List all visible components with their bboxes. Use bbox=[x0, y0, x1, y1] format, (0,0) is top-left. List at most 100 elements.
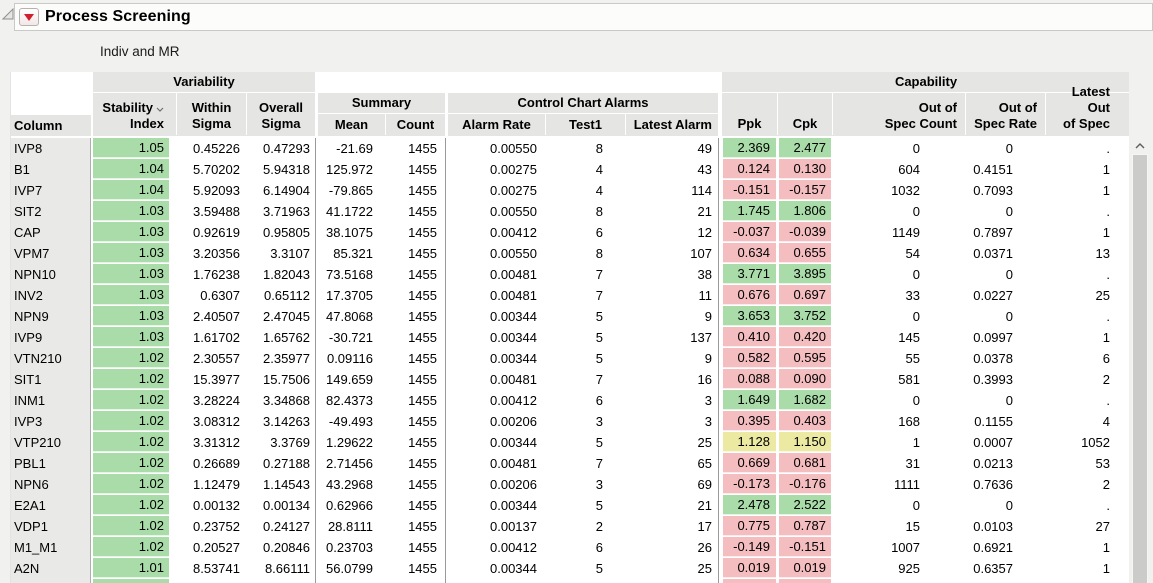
cell-count[interactable]: 1455 bbox=[385, 264, 445, 285]
cell-within[interactable]: 0.6307 bbox=[176, 285, 246, 306]
cell-stability[interactable]: 1.03 bbox=[93, 222, 176, 243]
cell-within[interactable] bbox=[176, 579, 246, 583]
cell-mean[interactable]: 43.2968 bbox=[318, 474, 385, 495]
cell-alarm_rate[interactable]: 0.00206 bbox=[448, 474, 545, 495]
cell-latest_alarm[interactable]: 25 bbox=[625, 432, 718, 453]
cell-cpk[interactable]: 0.595 bbox=[777, 348, 832, 369]
cell-count[interactable]: 1455 bbox=[385, 201, 445, 222]
cell-overall[interactable]: 15.7506 bbox=[246, 369, 315, 390]
row-label[interactable] bbox=[11, 579, 91, 583]
cell-test1[interactable]: 3 bbox=[545, 474, 625, 495]
cell-count[interactable]: 1455 bbox=[385, 453, 445, 474]
cell-oos_count[interactable]: 33 bbox=[832, 285, 965, 306]
row-label[interactable]: CAP bbox=[11, 222, 91, 243]
cell-within[interactable]: 3.20356 bbox=[176, 243, 246, 264]
row-label[interactable]: NPN10 bbox=[11, 264, 91, 285]
cell-mean[interactable]: 56.0799 bbox=[318, 558, 385, 579]
cell-latest_alarm[interactable]: 16 bbox=[625, 369, 718, 390]
cell-overall[interactable]: 1.65762 bbox=[246, 327, 315, 348]
cell-overall[interactable]: 0.24127 bbox=[246, 516, 315, 537]
cell-oos_count[interactable]: 604 bbox=[832, 159, 965, 180]
cell-within[interactable]: 5.92093 bbox=[176, 180, 246, 201]
cell-oos_count[interactable]: 1 bbox=[832, 432, 965, 453]
cell-alarm_rate[interactable]: 0.00344 bbox=[448, 327, 545, 348]
cell-latest_oos[interactable]: 1 bbox=[1045, 558, 1129, 579]
row-label[interactable]: E2A1 bbox=[11, 495, 91, 516]
cell-within[interactable]: 8.53741 bbox=[176, 558, 246, 579]
cell-overall[interactable]: 6.14904 bbox=[246, 180, 315, 201]
cell-oos_count[interactable]: 145 bbox=[832, 327, 965, 348]
cell-latest_alarm[interactable]: 65 bbox=[625, 453, 718, 474]
red-triangle-menu-button[interactable] bbox=[19, 8, 39, 26]
cell-oos_rate[interactable]: 0 bbox=[965, 495, 1045, 516]
cell-stability[interactable]: 1.02 bbox=[93, 390, 176, 411]
cell-latest_alarm[interactable] bbox=[625, 579, 718, 583]
cell-oos_rate[interactable]: 0 bbox=[965, 201, 1045, 222]
cell-overall[interactable] bbox=[246, 579, 315, 583]
cell-within[interactable]: 15.3977 bbox=[176, 369, 246, 390]
cell-latest_oos[interactable]: 25 bbox=[1045, 285, 1129, 306]
cell-oos_count[interactable]: 15 bbox=[832, 516, 965, 537]
cell-mean[interactable]: -79.865 bbox=[318, 180, 385, 201]
cell-oos_rate[interactable]: 0.3993 bbox=[965, 369, 1045, 390]
cell-test1[interactable]: 7 bbox=[545, 285, 625, 306]
cell-test1[interactable]: 8 bbox=[545, 243, 625, 264]
cell-oos_rate[interactable]: 0.0997 bbox=[965, 327, 1045, 348]
cell-cpk[interactable]: 1.806 bbox=[777, 201, 832, 222]
cell-mean[interactable]: 82.4373 bbox=[318, 390, 385, 411]
cell-oos_count[interactable]: 0 bbox=[832, 264, 965, 285]
cell-stability[interactable]: 1.02 bbox=[93, 348, 176, 369]
cell-mean[interactable]: 41.1722 bbox=[318, 201, 385, 222]
cell-test1[interactable]: 7 bbox=[545, 264, 625, 285]
cell-latest_alarm[interactable]: 12 bbox=[625, 222, 718, 243]
row-label[interactable]: VTN210 bbox=[11, 348, 91, 369]
cell-test1[interactable]: 6 bbox=[545, 537, 625, 558]
cell-overall[interactable]: 0.95805 bbox=[246, 222, 315, 243]
cell-mean[interactable]: 0.09116 bbox=[318, 348, 385, 369]
cell-test1[interactable]: 7 bbox=[545, 453, 625, 474]
cell-cpk[interactable] bbox=[777, 579, 832, 583]
cell-oos_count[interactable]: 0 bbox=[832, 201, 965, 222]
cell-test1[interactable]: 5 bbox=[545, 432, 625, 453]
cell-oos_count[interactable]: 55 bbox=[832, 348, 965, 369]
cell-oos_rate[interactable]: 0 bbox=[965, 390, 1045, 411]
cell-ppk[interactable]: 1.745 bbox=[722, 201, 777, 222]
cell-test1[interactable] bbox=[545, 579, 625, 583]
cell-latest_alarm[interactable]: 21 bbox=[625, 201, 718, 222]
cell-oos_rate[interactable]: 0.0378 bbox=[965, 348, 1045, 369]
cell-mean[interactable]: 85.321 bbox=[318, 243, 385, 264]
cell-latest_oos[interactable]: . bbox=[1045, 306, 1129, 327]
cell-alarm_rate[interactable]: 0.00344 bbox=[448, 306, 545, 327]
row-label[interactable]: IVP8 bbox=[11, 138, 91, 159]
cell-oos_count[interactable]: 168 bbox=[832, 411, 965, 432]
cell-ppk[interactable]: -0.173 bbox=[722, 474, 777, 495]
cell-ppk[interactable]: 0.669 bbox=[722, 453, 777, 474]
cell-test1[interactable]: 3 bbox=[545, 411, 625, 432]
scroll-up-button[interactable] bbox=[1132, 138, 1148, 154]
cell-ppk[interactable] bbox=[722, 579, 777, 583]
column-header-column[interactable]: Column bbox=[11, 115, 91, 136]
cell-alarm_rate[interactable] bbox=[448, 579, 545, 583]
cell-ppk[interactable]: 1.649 bbox=[722, 390, 777, 411]
cell-mean[interactable]: 0.62966 bbox=[318, 495, 385, 516]
cell-latest_oos[interactable]: 53 bbox=[1045, 453, 1129, 474]
cell-stability[interactable]: 1.02 bbox=[93, 495, 176, 516]
cell-alarm_rate[interactable]: 0.00344 bbox=[448, 558, 545, 579]
cell-cpk[interactable]: 2.522 bbox=[777, 495, 832, 516]
column-header-count[interactable]: Count bbox=[385, 114, 445, 135]
cell-overall[interactable]: 0.00134 bbox=[246, 495, 315, 516]
row-label[interactable]: NPN9 bbox=[11, 306, 91, 327]
cell-mean[interactable]: -49.493 bbox=[318, 411, 385, 432]
cell-latest_oos[interactable]: . bbox=[1045, 264, 1129, 285]
cell-test1[interactable]: 8 bbox=[545, 138, 625, 159]
cell-ppk[interactable]: 2.478 bbox=[722, 495, 777, 516]
cell-oos_count[interactable]: 1111 bbox=[832, 474, 965, 495]
cell-alarm_rate[interactable]: 0.00481 bbox=[448, 453, 545, 474]
cell-stability[interactable]: 1.03 bbox=[93, 306, 176, 327]
cell-cpk[interactable]: 0.090 bbox=[777, 369, 832, 390]
cell-latest_oos[interactable]: 6 bbox=[1045, 348, 1129, 369]
cell-stability[interactable]: 1.03 bbox=[93, 285, 176, 306]
cell-latest_alarm[interactable]: 38 bbox=[625, 264, 718, 285]
cell-test1[interactable]: 2 bbox=[545, 516, 625, 537]
cell-alarm_rate[interactable]: 0.00550 bbox=[448, 138, 545, 159]
